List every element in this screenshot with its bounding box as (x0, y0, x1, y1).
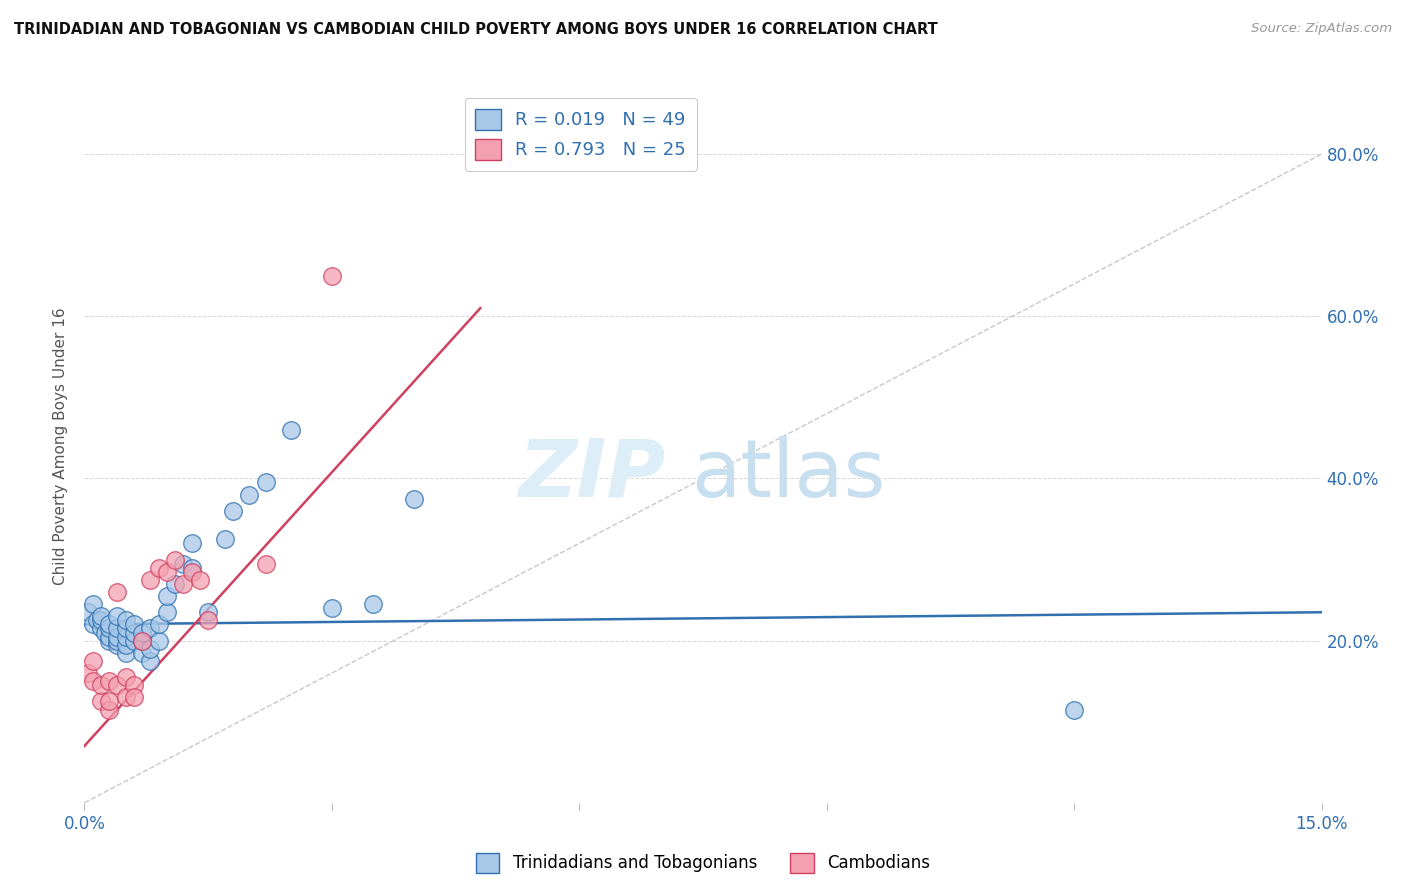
Text: ZIP: ZIP (519, 435, 666, 514)
Point (105, 585, 128, 599)
Point (114, 690, 136, 705)
Point (105, 633, 128, 648)
Point (98, 633, 121, 648)
Point (172, 577, 194, 591)
Point (90, 694, 112, 708)
Point (131, 633, 153, 648)
Point (172, 557, 194, 571)
Point (280, 423, 302, 437)
Point (148, 633, 170, 648)
Point (180, 536, 202, 550)
Text: atlas: atlas (690, 435, 884, 514)
Text: Source: ZipAtlas.com: Source: ZipAtlas.com (1251, 22, 1392, 36)
Point (156, 589, 179, 603)
Point (148, 560, 170, 574)
Point (131, 625, 153, 640)
Point (122, 617, 145, 632)
Point (82, 654, 104, 668)
Point (77, 605, 100, 619)
Point (131, 633, 153, 648)
Point (105, 609, 128, 624)
Point (114, 630, 136, 644)
Legend: Trinidadians and Tobagonians, Cambodians: Trinidadians and Tobagonians, Cambodians (470, 847, 936, 880)
Point (94, 625, 117, 640)
Point (105, 638, 128, 652)
Legend: R = 0.019   N = 49, R = 0.793   N = 25: R = 0.019 N = 49, R = 0.793 N = 25 (464, 98, 697, 170)
Point (222, 504, 245, 518)
Point (82, 617, 104, 632)
Point (254, 475, 277, 490)
Point (404, 491, 426, 506)
Point (197, 605, 219, 619)
Point (139, 573, 162, 587)
Point (105, 622, 128, 636)
Point (361, 597, 384, 611)
Point (98, 702, 121, 716)
Point (114, 670, 136, 684)
Point (197, 613, 219, 627)
Point (165, 577, 187, 591)
Point (122, 625, 145, 640)
Point (90, 613, 112, 627)
Point (188, 573, 211, 587)
Point (321, 601, 343, 615)
Point (105, 630, 128, 644)
Point (139, 654, 162, 668)
Point (180, 565, 202, 579)
Point (1063, 702, 1085, 716)
Point (156, 565, 179, 579)
Point (82, 674, 104, 689)
Point (238, 488, 260, 502)
Point (90, 678, 112, 692)
Point (98, 622, 121, 636)
Point (90, 609, 112, 624)
Point (165, 552, 187, 566)
Point (180, 560, 202, 574)
Point (114, 622, 136, 636)
Y-axis label: Child Poverty Among Boys Under 16: Child Poverty Among Boys Under 16 (53, 307, 69, 585)
Point (139, 622, 162, 636)
Point (98, 617, 121, 632)
Point (254, 557, 277, 571)
Text: TRINIDADIAN AND TOBAGONIAN VS CAMBODIAN CHILD POVERTY AMONG BOYS UNDER 16 CORREL: TRINIDADIAN AND TOBAGONIAN VS CAMBODIAN … (14, 22, 938, 37)
Point (148, 617, 170, 632)
Point (77, 666, 100, 681)
Point (98, 674, 121, 689)
Point (114, 646, 136, 660)
Point (114, 638, 136, 652)
Point (114, 613, 136, 627)
Point (122, 633, 145, 648)
Point (122, 690, 145, 705)
Point (90, 622, 112, 636)
Point (98, 630, 121, 644)
Point (214, 533, 236, 547)
Point (156, 605, 179, 619)
Point (122, 678, 145, 692)
Point (139, 641, 162, 656)
Point (98, 694, 121, 708)
Point (82, 597, 104, 611)
Point (86, 613, 108, 627)
Point (105, 678, 128, 692)
Point (131, 646, 153, 660)
Point (321, 268, 343, 283)
